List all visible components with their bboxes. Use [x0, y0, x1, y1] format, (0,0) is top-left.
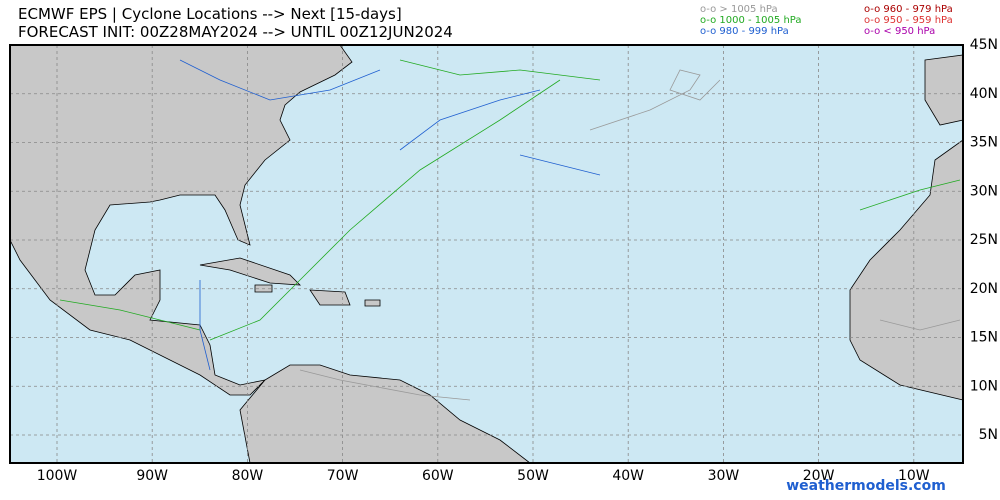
legend-entry: o-o < 950 hPa: [864, 26, 935, 37]
legend-entry: o-o 980 - 999 hPa: [700, 26, 789, 37]
lon-label: 30W: [708, 468, 740, 484]
legend-entry: o-o 1000 - 1005 hPa: [700, 15, 801, 26]
watermark: weathermodels.com: [786, 478, 946, 494]
lat-label: 5N: [979, 427, 998, 443]
legend-entry: o-o > 1005 hPa: [700, 4, 778, 15]
axis-labels: 100W 90W 80W 70W 60W 50W 40W 30W 20W 10W 45N 40N 35N…: [37, 37, 998, 484]
lon-label: 40W: [612, 468, 644, 484]
legend-entry: o-o 960 - 979 hPa: [864, 4, 953, 15]
lat-label: 15N: [970, 330, 998, 346]
lon-label: 70W: [327, 468, 359, 484]
subtitle: FORECAST INIT: 00Z28MAY2024 --> UNTIL 00…: [18, 23, 453, 41]
land: [9, 44, 964, 464]
lat-label: 20N: [970, 281, 998, 297]
lat-label: 40N: [970, 86, 998, 102]
tracks: [59, 59, 961, 401]
lon-label: 50W: [517, 468, 549, 484]
legend-entry: o-o 950 - 959 hPa: [864, 15, 953, 26]
lon-label: 20W: [803, 468, 835, 484]
lon-label: 80W: [232, 468, 264, 484]
lon-label: 100W: [37, 468, 78, 484]
lon-label: 60W: [422, 468, 454, 484]
graticule: [10, 45, 963, 463]
lat-label: 35N: [970, 135, 998, 151]
lat-label: 45N: [970, 37, 998, 53]
lat-label: 25N: [970, 232, 998, 248]
title: ECMWF EPS | Cyclone Locations --> Next […: [18, 5, 402, 23]
lon-label: 90W: [136, 468, 168, 484]
lon-label: 10W: [898, 468, 930, 484]
lat-label: 10N: [970, 378, 998, 394]
map-frame: [9, 44, 964, 464]
lat-label: 30N: [970, 183, 998, 199]
